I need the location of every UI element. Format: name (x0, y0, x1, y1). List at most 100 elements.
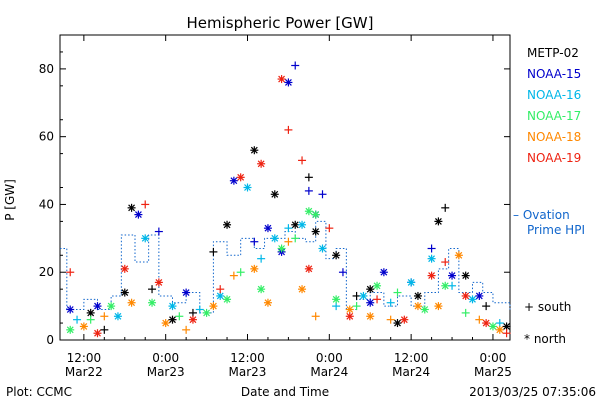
marker-stroke (298, 221, 306, 229)
south-point (482, 302, 491, 311)
north-point (304, 207, 313, 216)
legend-series-label: NOAA-17 (527, 109, 581, 123)
north-point (257, 159, 266, 168)
marker-stroke (250, 265, 258, 273)
north-point (250, 146, 259, 155)
chart-title: Hemispheric Power [GW] (187, 14, 374, 32)
legend-series-label: METP-02 (527, 46, 579, 60)
marker-stroke (332, 295, 340, 303)
marker-stroke (428, 255, 436, 263)
north-point (223, 295, 232, 304)
south-point (100, 312, 109, 321)
marker-stroke (346, 306, 354, 313)
north-point (427, 254, 436, 263)
south-point (441, 203, 450, 212)
north-point (345, 305, 354, 314)
data-points (66, 61, 511, 338)
marker-stroke (394, 319, 401, 327)
south-point (188, 308, 197, 317)
x-tick-date-label: Mar24 (310, 365, 348, 379)
x-tick-date-label: Mar22 (65, 365, 103, 379)
north-point (216, 291, 225, 300)
y-tick-label: 20 (39, 265, 54, 279)
north-point (407, 278, 416, 287)
south-point (73, 315, 82, 324)
north-point (223, 220, 232, 229)
marker-stroke (244, 184, 251, 191)
marker-stroke (141, 234, 149, 242)
north-point (420, 305, 429, 314)
north-point (209, 302, 218, 311)
south-point (284, 125, 293, 134)
marker-stroke (80, 323, 88, 330)
marker-stroke (209, 302, 217, 310)
marker-stroke (414, 302, 422, 310)
north-point (148, 298, 157, 307)
marker-stroke (475, 292, 483, 300)
marker-stroke (134, 211, 142, 219)
north-point (318, 244, 327, 253)
north-point (182, 288, 191, 297)
legend: METP-02 NOAA-15 NOAA-16 NOAA-17 NOAA-18 NOAA-… (513, 46, 585, 346)
north-point (373, 281, 382, 290)
plot-credit: Plot: CCMC (6, 385, 72, 399)
north-point (257, 285, 266, 294)
x-axis-label: Date and Time (241, 385, 329, 399)
north-point (413, 302, 422, 311)
north-point (127, 298, 136, 307)
south-point (175, 312, 184, 321)
legend-series-label: NOAA-16 (527, 88, 581, 102)
marker-stroke (400, 316, 408, 324)
north-point (93, 302, 102, 311)
marker-stroke (271, 190, 279, 198)
marker-stroke (128, 204, 136, 212)
south-point (502, 329, 511, 338)
marker-stroke (380, 268, 388, 276)
marker-stroke (114, 312, 122, 320)
north-point (482, 319, 491, 328)
marker-stroke (94, 302, 101, 310)
marker-stroke (366, 285, 374, 293)
marker-stroke (278, 75, 286, 83)
marker-stroke (271, 234, 279, 242)
south-point (325, 224, 334, 233)
legend-series-label: NOAA-15 (527, 67, 581, 81)
south-point (461, 308, 470, 317)
south-point (148, 285, 157, 294)
marker-stroke (291, 221, 299, 229)
south-point (257, 254, 266, 263)
south-point (291, 234, 300, 243)
north-point (263, 298, 272, 307)
north-point (434, 302, 443, 311)
north-point (495, 325, 504, 334)
south-point (448, 281, 457, 290)
ovation-series (60, 220, 511, 314)
south-point (393, 288, 402, 297)
north-point (168, 302, 177, 311)
south-point (386, 315, 395, 324)
marker-stroke (216, 292, 224, 300)
north-point (243, 183, 252, 192)
north-point (86, 308, 95, 317)
south-point (311, 312, 320, 321)
south-point (427, 244, 436, 253)
south-point (373, 295, 382, 304)
marker-stroke (407, 278, 415, 286)
marker-stroke (162, 319, 170, 327)
marker-stroke (278, 245, 286, 252)
north-point (202, 308, 211, 317)
south-point (216, 285, 225, 294)
north-point (427, 271, 436, 280)
south-point (195, 305, 204, 314)
marker-stroke (250, 146, 258, 154)
south-point (475, 315, 484, 324)
north-point (161, 319, 170, 328)
marker-stroke (66, 326, 74, 334)
north-point (154, 278, 163, 287)
south-point (338, 268, 347, 277)
north-point (79, 322, 88, 331)
north-point (488, 322, 497, 331)
legend-series-label: NOAA-19 (527, 151, 581, 165)
legend-north-marker: * north (524, 332, 566, 346)
